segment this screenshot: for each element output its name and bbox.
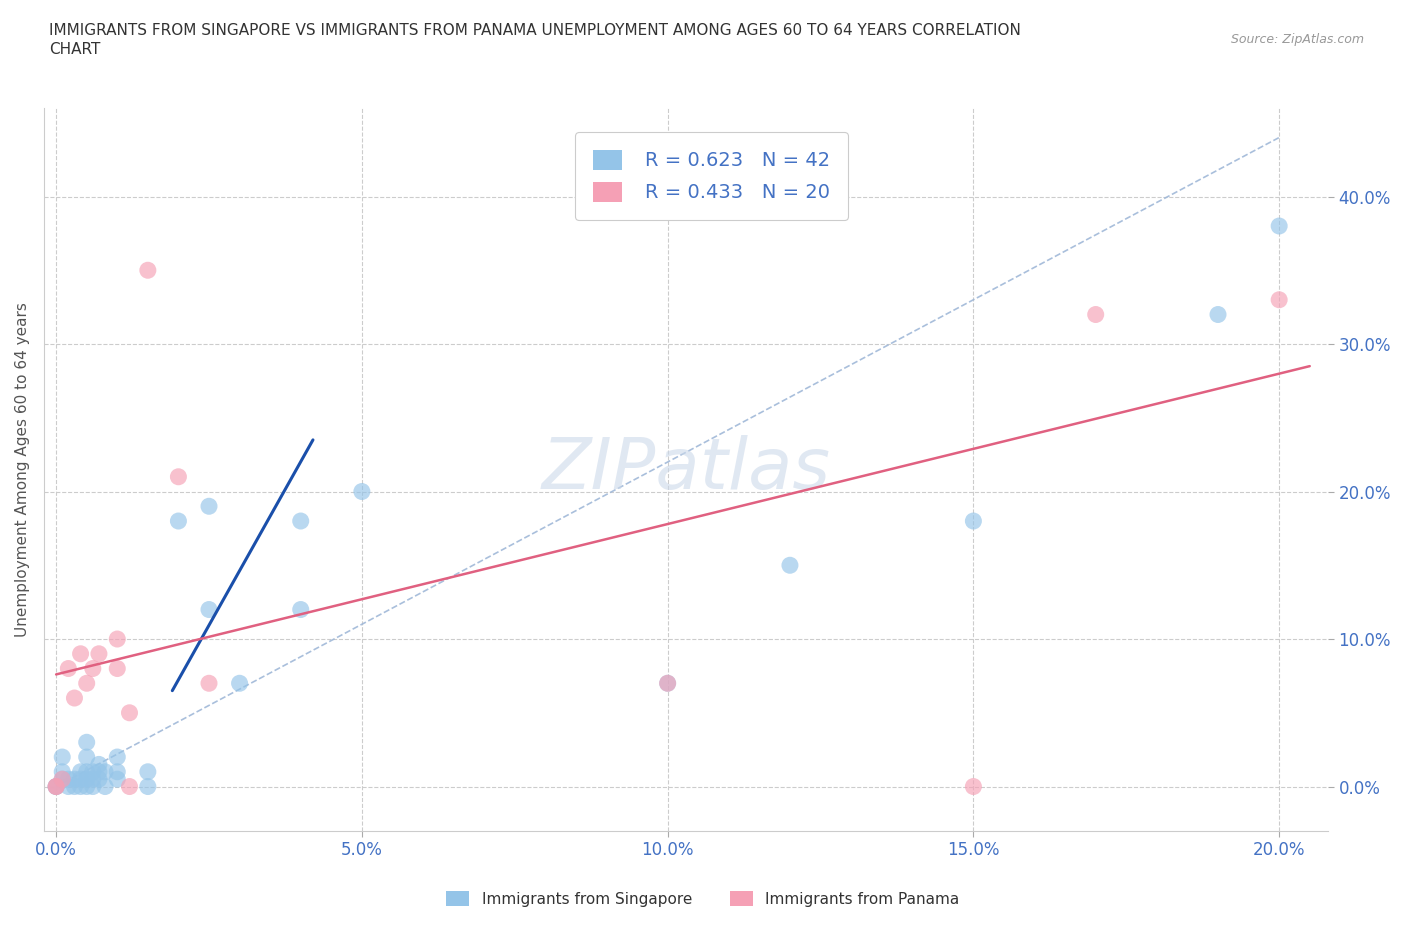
Point (76, 772, 98, 787)
Point (51, 772, 73, 787)
Point (82, 764, 104, 779)
Point (51, 772, 73, 787)
Point (82, 772, 104, 787)
Point (657, 676, 679, 691)
Point (87, 764, 110, 779)
Point (105, 750, 128, 764)
Point (69, 772, 91, 787)
Point (87, 646, 110, 661)
Point (779, 558, 801, 573)
Point (105, 631, 128, 646)
Point (76, 750, 98, 764)
Point (105, 661, 128, 676)
Point (350, 485, 373, 499)
Point (82, 779, 104, 794)
Point (69, 764, 91, 779)
Point (51, 750, 73, 764)
Point (69, 779, 91, 794)
Text: IMMIGRANTS FROM SINGAPORE VS IMMIGRANTS FROM PANAMA UNEMPLOYMENT AMONG AGES 60 T: IMMIGRANTS FROM SINGAPORE VS IMMIGRANTS … (49, 23, 1021, 38)
Point (45, 779, 67, 794)
Point (76, 779, 98, 794)
Point (94, 779, 117, 794)
Point (76, 676, 98, 691)
Point (198, 676, 221, 691)
Point (51, 764, 73, 779)
Point (1206, 307, 1229, 322)
Y-axis label: Unemployment Among Ages 60 to 64 years: Unemployment Among Ages 60 to 64 years (15, 302, 30, 637)
Point (228, 676, 250, 691)
Point (290, 602, 312, 617)
Point (94, 764, 117, 779)
Point (87, 772, 110, 787)
Point (118, 779, 141, 794)
Text: ZIPatlas: ZIPatlas (541, 435, 831, 504)
Text: Source: ZipAtlas.com: Source: ZipAtlas.com (1230, 33, 1364, 46)
Point (82, 661, 104, 676)
Point (76, 764, 98, 779)
Point (69, 646, 91, 661)
Point (198, 498, 221, 513)
Point (962, 779, 984, 794)
Point (136, 263, 159, 278)
Point (136, 779, 159, 794)
Point (1084, 307, 1107, 322)
Point (1268, 219, 1291, 233)
Point (167, 513, 190, 528)
Point (87, 757, 110, 772)
Point (657, 676, 679, 691)
Legend: Immigrants from Singapore, Immigrants from Panama: Immigrants from Singapore, Immigrants fr… (440, 885, 966, 913)
Point (1268, 292, 1291, 307)
Point (63, 779, 86, 794)
Point (105, 764, 128, 779)
Point (105, 772, 128, 787)
Text: CHART: CHART (49, 42, 101, 57)
Point (118, 705, 141, 720)
Point (58, 779, 80, 794)
Point (167, 470, 190, 485)
Point (45, 779, 67, 794)
Point (45, 779, 67, 794)
Point (136, 764, 159, 779)
Point (198, 602, 221, 617)
Point (58, 772, 80, 787)
Legend: R = 0.623   N = 42, R = 0.433   N = 20: R = 0.623 N = 42, R = 0.433 N = 20 (575, 132, 848, 219)
Point (58, 661, 80, 676)
Point (63, 691, 86, 706)
Point (290, 513, 312, 528)
Point (63, 772, 86, 787)
Point (45, 779, 67, 794)
Point (962, 513, 984, 528)
Point (76, 735, 98, 750)
